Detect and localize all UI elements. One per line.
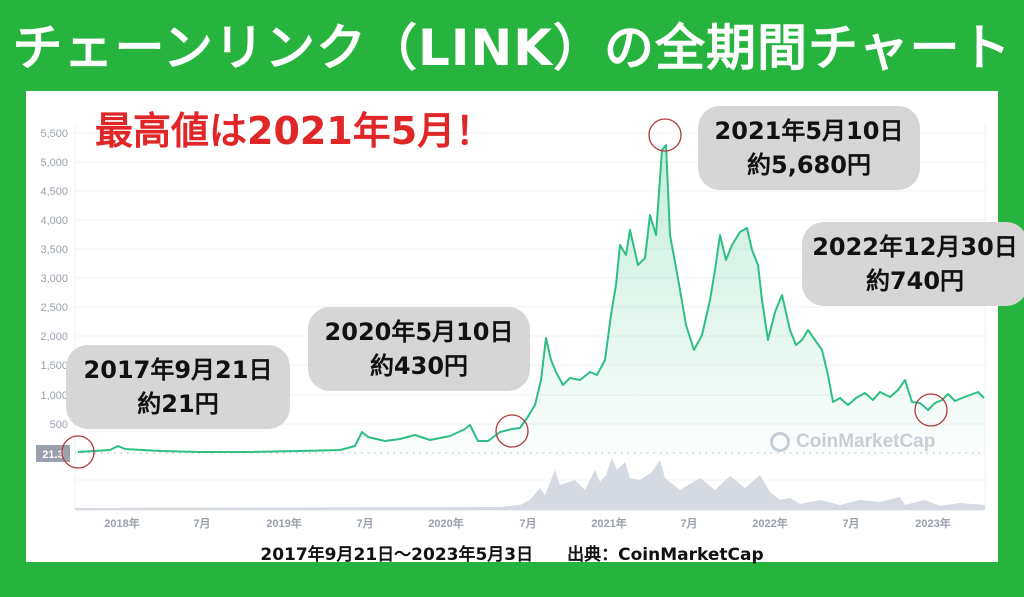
page-title: チェーンリンク（LINK）の全期間チャート <box>12 19 1012 77</box>
callout-2022: 2022年12月30日 約740円 <box>802 222 1024 306</box>
svg-text:7月: 7月 <box>680 517 697 530</box>
current-price-tag <box>36 445 70 462</box>
callout-date: 2021年5月10日 <box>714 117 904 145</box>
callout-price: 約5,680円 <box>747 151 871 179</box>
x-axis: 2018年 7月 2019年 7月 2020年 7月 2021年 7月 2022… <box>104 516 950 530</box>
svg-text:2020年: 2020年 <box>428 516 463 530</box>
svg-text:2,500: 2,500 <box>40 302 68 314</box>
svg-text:2022年: 2022年 <box>752 516 787 530</box>
svg-text:3,500: 3,500 <box>40 244 68 256</box>
callout-price: 約430円 <box>369 352 469 380</box>
svg-text:2023年: 2023年 <box>915 516 950 530</box>
price-line <box>77 144 985 453</box>
marker-2021-05 <box>648 118 682 152</box>
volume-bars <box>75 458 985 510</box>
headline: 最高値は2021年5月！ <box>95 109 494 153</box>
svg-text:7月: 7月 <box>356 517 373 530</box>
callout-price: 約21円 <box>137 390 219 418</box>
price-area <box>78 145 985 453</box>
callout-date: 2020年5月10日 <box>324 318 514 346</box>
source-caption: 2017年9月21日～2023年5月3日 出典：CoinMarketCap <box>260 545 764 565</box>
svg-text:3,000: 3,000 <box>40 273 68 285</box>
highlight-markers <box>61 118 948 469</box>
callout-date: 2017年9月21日 <box>83 356 273 384</box>
svg-text:7月: 7月 <box>519 517 536 530</box>
svg-text:4,500: 4,500 <box>40 186 68 198</box>
svg-text:4,000: 4,000 <box>40 215 68 227</box>
y-axis: 5,500 5,000 4,500 4,000 3,500 3,000 2,50… <box>40 128 68 431</box>
svg-text:1,500: 1,500 <box>40 360 68 372</box>
svg-text:2,000: 2,000 <box>40 331 68 343</box>
svg-text:7月: 7月 <box>193 517 210 530</box>
svg-text:2021年: 2021年 <box>591 516 626 530</box>
svg-text:2019年: 2019年 <box>266 516 301 530</box>
svg-text:7月: 7月 <box>842 517 859 530</box>
svg-text:500: 500 <box>50 419 68 431</box>
svg-text:1,000: 1,000 <box>40 390 68 402</box>
callout-2020: 2020年5月10日 約430円 <box>308 307 530 391</box>
coinmarketcap-watermark: CoinMarketCap <box>770 431 935 453</box>
svg-text:5,500: 5,500 <box>40 128 68 140</box>
marker-2020-05 <box>495 414 529 448</box>
callout-price: 約740円 <box>865 267 965 295</box>
callout-2021: 2021年5月10日 約5,680円 <box>698 106 920 190</box>
callout-date: 2022年12月30日 <box>812 233 1018 261</box>
svg-text:21.3: 21.3 <box>42 449 63 461</box>
marker-2022-12 <box>914 393 948 427</box>
coinmarketcap-logo-icon <box>770 432 790 452</box>
svg-text:2018年: 2018年 <box>104 516 139 530</box>
callout-2017: 2017年9月21日 約21円 <box>66 345 290 429</box>
marker-2017-09 <box>61 435 95 469</box>
svg-text:5,000: 5,000 <box>40 157 68 169</box>
